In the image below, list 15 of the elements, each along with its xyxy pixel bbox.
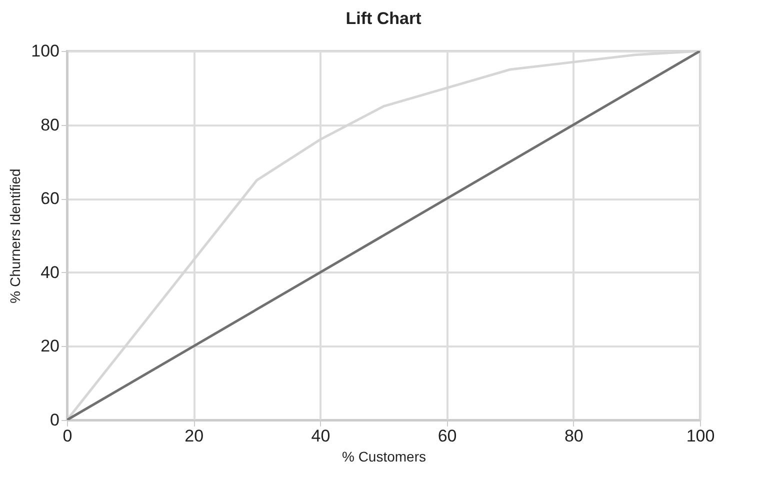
y-tick-label: 20 <box>40 336 60 356</box>
x-tick-label: 60 <box>438 426 457 446</box>
x-tick-label: 20 <box>184 426 204 446</box>
y-tick-label: 80 <box>40 115 60 134</box>
x-axis-title: % Customers <box>342 448 426 464</box>
chart-title: Lift Chart <box>346 9 422 28</box>
x-tick-label: 0 <box>62 426 72 446</box>
y-tick-label: 60 <box>40 189 60 208</box>
y-axis-title: % Churners Identified <box>7 168 24 304</box>
y-tick-label: 40 <box>40 262 60 282</box>
x-tick-label: 80 <box>564 426 584 446</box>
y-tick-label: 100 <box>31 42 60 60</box>
x-tick-label: 100 <box>686 426 715 446</box>
y-tick-label: 0 <box>50 410 60 430</box>
x-tick-label: 40 <box>311 426 330 446</box>
